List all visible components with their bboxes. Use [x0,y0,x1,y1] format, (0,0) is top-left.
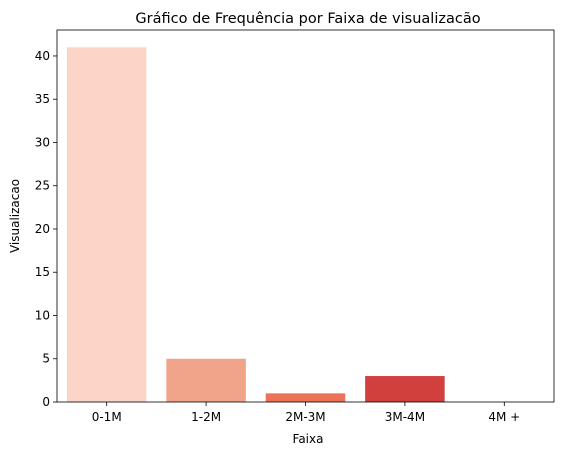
x-tick-label: 2M-3M [285,410,325,424]
y-tick-label: 30 [35,135,50,149]
y-ticks: 0 5 10 15 20 25 30 35 40 [35,49,57,409]
bar-3m-4m [365,376,445,402]
bar-1-2m [166,358,246,402]
x-tick-label: 3M-4M [385,410,425,424]
x-tick-label: 0-1M [92,410,122,424]
y-tick-label: 10 [35,308,50,322]
x-tick-label: 1-2M [191,410,221,424]
bar-2m-3m [265,393,346,402]
chart-title: Gráfico de Frequência por Faixa de visua… [135,11,480,27]
y-tick-label: 0 [42,395,50,409]
bars-layer [66,47,445,402]
y-tick-label: 35 [35,92,50,106]
bar-0-1m [66,47,147,402]
x-ticks: 0-1M 1-2M 2M-3M 3M-4M 4M + [92,402,520,424]
y-tick-label: 40 [35,49,50,63]
y-tick-label: 15 [35,265,50,279]
y-tick-label: 25 [35,179,50,193]
y-tick-label: 20 [35,222,50,236]
y-axis-label: Visualizacao [8,179,22,253]
x-tick-label: 4M + [488,410,520,424]
x-axis-label: Faixa [293,432,324,446]
y-tick-label: 5 [42,352,50,366]
